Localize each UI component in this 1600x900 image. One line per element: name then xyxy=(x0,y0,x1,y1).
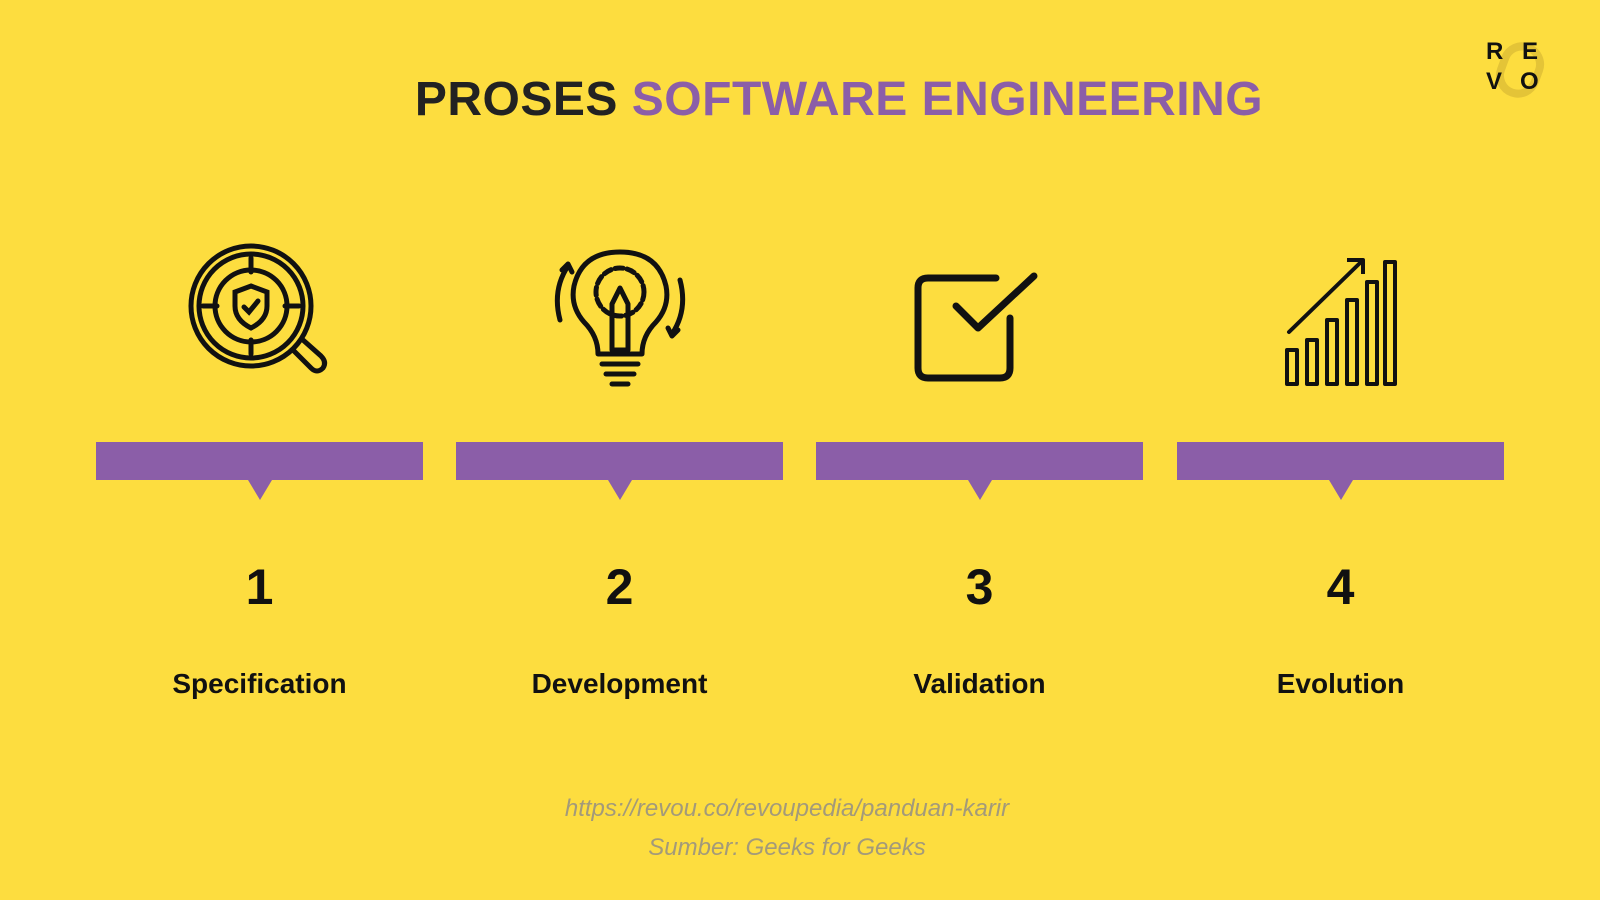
source-url: https://revou.co/revoupedia/panduan-kari… xyxy=(564,795,1010,822)
step-bar xyxy=(1177,442,1504,500)
step-number: 4 xyxy=(1326,559,1355,615)
step-number: 3 xyxy=(965,559,994,615)
step-label: Validation xyxy=(913,668,1046,699)
checkbox-icon xyxy=(816,240,1143,400)
source-credit: Sumber: Geeks for Geeks xyxy=(648,834,926,861)
magnifier-shield-icon xyxy=(96,240,423,400)
step-number: 1 xyxy=(245,559,274,615)
step-label: Evolution xyxy=(1276,668,1405,699)
step-number: 2 xyxy=(605,559,634,615)
step-bar xyxy=(456,442,783,500)
growth-chart-icon xyxy=(1177,240,1504,400)
revo-logo: R E V O xyxy=(1482,36,1554,104)
step-label: Development xyxy=(531,668,708,699)
step-bar xyxy=(816,442,1143,500)
lightbulb-gear-pencil-icon xyxy=(456,240,783,400)
step-bar xyxy=(96,442,423,500)
step-label: Specification xyxy=(172,668,347,699)
page-title: PROSES SOFTWARE ENGINEERING xyxy=(414,73,1264,126)
